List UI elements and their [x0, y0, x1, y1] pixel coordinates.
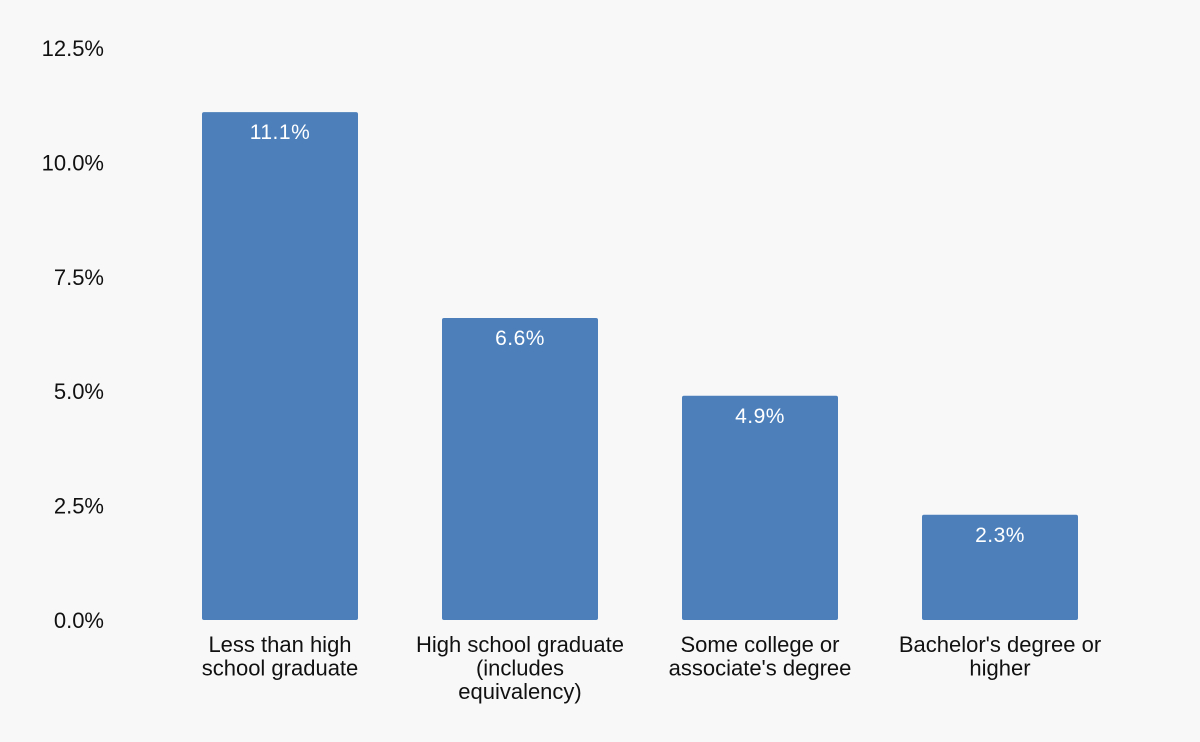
bar[interactable] — [442, 317, 598, 620]
y-tick-label: 12.5% — [42, 36, 104, 61]
bar-data-label: 6.6% — [495, 327, 545, 350]
x-category-label: Bachelor's degree or higher — [899, 632, 1101, 681]
y-tick-label: 10.0% — [42, 150, 104, 175]
bar-data-label: 2.3% — [975, 524, 1025, 547]
bar-data-label: 11.1% — [250, 121, 311, 144]
y-axis: 0.0% 2.5% 5.0% 7.5% 10.0% 12.5% — [42, 36, 104, 633]
x-category-label: Some college or associate's degree — [669, 632, 852, 681]
x-axis: Less than high school graduate High school… — [202, 632, 1101, 704]
bar[interactable] — [922, 514, 1078, 620]
bar-data-label: 4.9% — [735, 405, 785, 428]
bar[interactable] — [682, 395, 838, 620]
x-category-label: High school graduate (includes equivalency… — [416, 632, 624, 704]
bar-data-labels: 11.1% 6.6% 4.9% 2.3% — [250, 121, 1025, 547]
bar[interactable] — [202, 112, 358, 621]
y-tick-label: 2.5% — [54, 494, 104, 519]
bars — [202, 112, 1078, 621]
y-tick-label: 5.0% — [54, 379, 104, 404]
x-category-label: Less than high school graduate — [202, 632, 359, 681]
y-tick-label: 7.5% — [54, 265, 104, 290]
y-tick-label: 0.0% — [54, 608, 104, 633]
